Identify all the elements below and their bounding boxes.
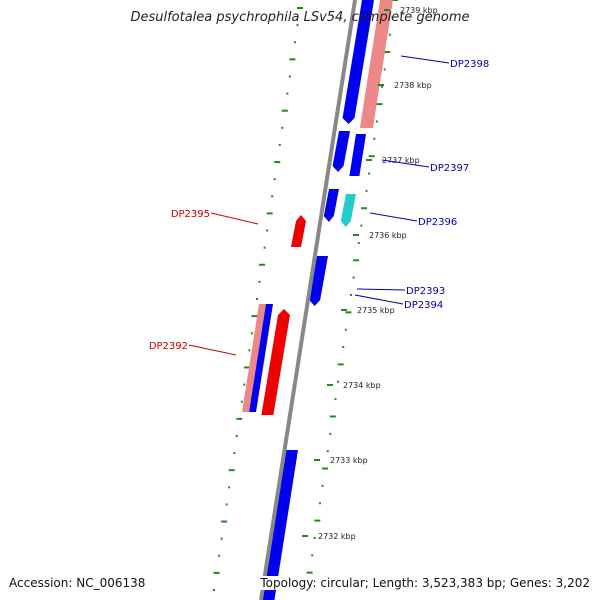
gene-label-dp2393: DP2393 [406,286,445,297]
accession-label: Accession: NC_006138 [9,576,146,590]
gene-bar-bottom [262,450,298,600]
inner-dot-line [213,7,303,591]
gene-features [242,0,393,600]
gene-bar-dp2396a [323,189,339,222]
backbone-line [259,0,357,600]
label-leader-line [210,212,259,225]
map-title: Desulfotalea psychrophila LSv54, complet… [130,10,470,25]
scale-tick-label: 2732 kbp [318,532,356,541]
label-leader-line [356,288,406,291]
gene-labels: DP2398 DP2397 DP2396 DP2393 DP2394 DP2395 DP23… [149,55,489,356]
gene-label-dp2398: DP2398 [450,59,489,70]
topology-summary: Topology: circular; Length: 3,523,383 bp… [258,576,590,590]
scale-tick-label: 2738 kbp [394,81,432,90]
label-leader-line [354,294,404,305]
gene-bar-dp2395 [290,215,306,247]
gene-bar-dp2397a [332,131,350,172]
label-leader-line [369,212,418,222]
gene-label-dp2395: DP2395 [171,209,210,220]
scale-tick-label: 2734 kbp [343,381,381,390]
gene-bar-dp2396b [340,194,356,227]
scale-tick-label: 2735 kbp [357,306,395,315]
gene-bar-faded-top [359,0,393,128]
scale-tick-label: 2736 kbp [369,231,407,240]
gene-label-dp2394: DP2394 [404,300,443,311]
gene-label-dp2392: DP2392 [149,341,188,352]
scale-tick-label: 2733 kbp [330,456,368,465]
scale-tick-label: 2739 kbp [400,6,438,15]
gene-bar-dp2397b [349,134,366,176]
gene-bar-dp2392 [261,309,290,415]
label-leader-line [400,55,450,64]
gene-label-dp2397: DP2397 [430,163,469,174]
gene-bar-dp2392-fwd [249,304,273,412]
scale-tick-label: 2737 kbp [382,156,420,165]
ruler-dots [213,0,398,591]
gene-bar-dp2398 [342,0,374,124]
gene-bar-faded-mid [242,304,266,412]
label-leader-line [188,344,237,356]
label-leader-line [381,159,430,168]
gene-label-dp2396: DP2396 [418,217,457,228]
scale-ticks: 2739 kbp 2738 kbp 2737 kbp 2736 kbp 2735 kbp… [302,6,438,541]
gene-bar-dp2393 [309,256,328,306]
genome-backbone [259,0,357,600]
outer-dot-line [306,0,398,591]
